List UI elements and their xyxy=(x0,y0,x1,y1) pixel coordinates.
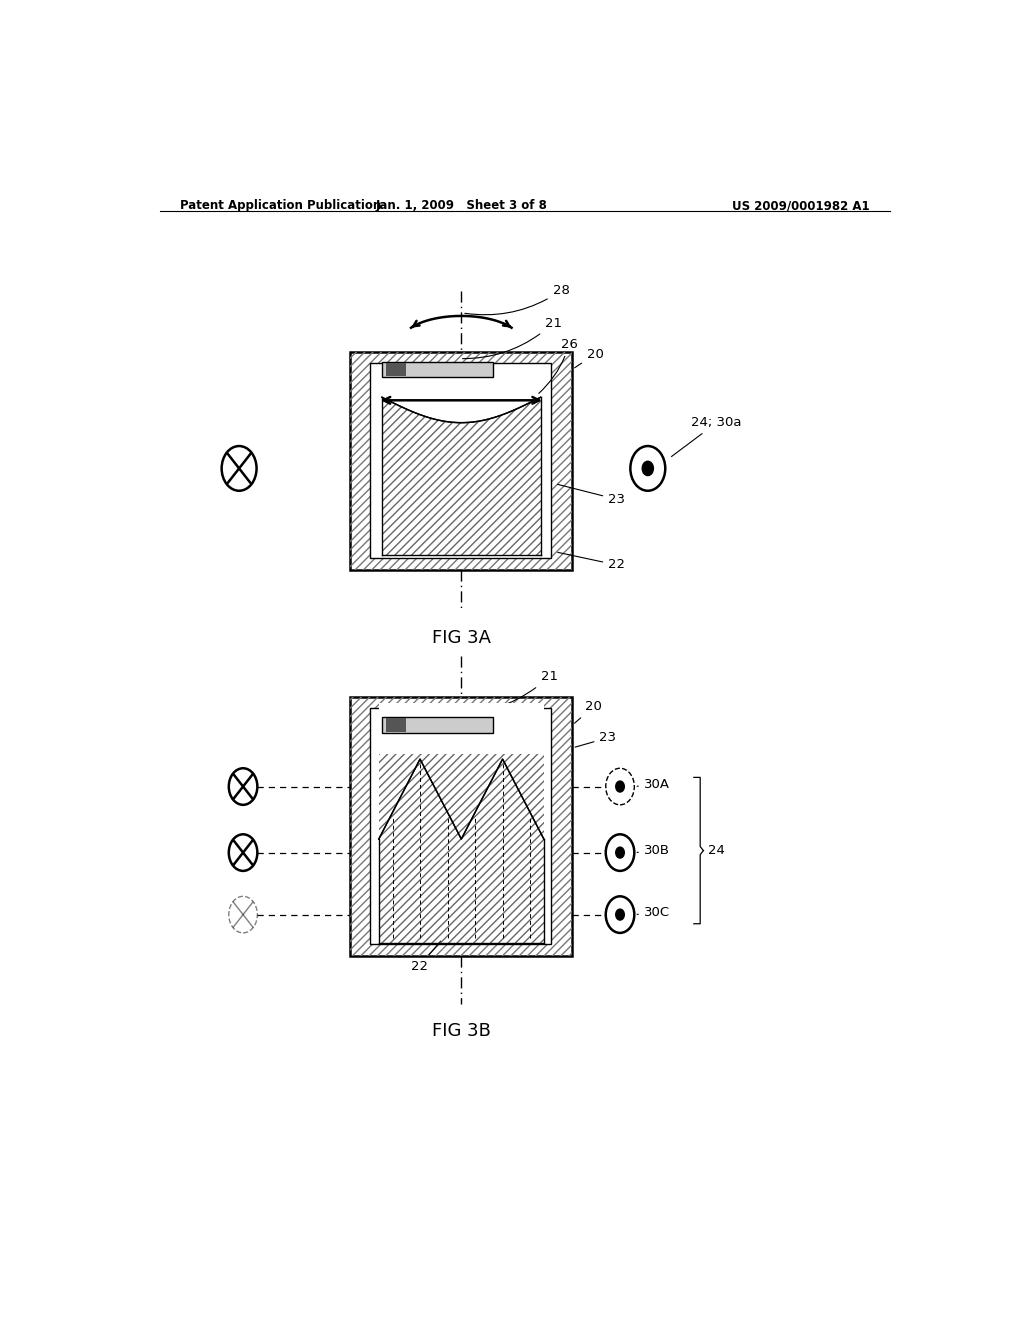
Bar xyxy=(379,704,544,754)
Bar xyxy=(370,363,551,558)
Bar xyxy=(382,362,494,378)
Text: Patent Application Publication: Patent Application Publication xyxy=(179,199,381,213)
Circle shape xyxy=(615,909,625,920)
Bar xyxy=(379,754,544,942)
Text: 23: 23 xyxy=(558,484,625,506)
Text: 28: 28 xyxy=(465,284,569,314)
Text: FIG 3B: FIG 3B xyxy=(432,1022,490,1040)
Text: 30B: 30B xyxy=(637,843,670,857)
Circle shape xyxy=(615,847,625,858)
Text: 22: 22 xyxy=(411,941,440,973)
Circle shape xyxy=(642,461,653,475)
Text: FIG 3A: FIG 3A xyxy=(432,630,490,647)
Bar xyxy=(382,397,541,554)
Text: 23: 23 xyxy=(575,731,616,747)
Text: 24; 30a: 24; 30a xyxy=(672,416,742,457)
Bar xyxy=(382,718,494,733)
Text: 22: 22 xyxy=(558,552,625,572)
Bar xyxy=(386,363,406,376)
Polygon shape xyxy=(382,378,541,422)
Bar xyxy=(350,697,572,956)
Bar xyxy=(350,351,572,570)
Bar xyxy=(350,351,572,570)
Text: 21: 21 xyxy=(463,317,561,359)
Circle shape xyxy=(615,781,625,792)
Text: 30C: 30C xyxy=(637,906,670,919)
Text: Jan. 1, 2009   Sheet 3 of 8: Jan. 1, 2009 Sheet 3 of 8 xyxy=(376,199,547,213)
Bar xyxy=(386,718,406,731)
Text: 21: 21 xyxy=(452,671,558,714)
Text: 30A: 30A xyxy=(637,777,670,791)
Bar xyxy=(350,697,572,956)
Text: US 2009/0001982 A1: US 2009/0001982 A1 xyxy=(732,199,870,213)
Text: 20: 20 xyxy=(574,700,602,723)
Text: 24: 24 xyxy=(709,843,725,857)
Text: 20: 20 xyxy=(574,347,603,368)
Text: 26: 26 xyxy=(539,338,578,393)
Bar xyxy=(370,709,551,944)
